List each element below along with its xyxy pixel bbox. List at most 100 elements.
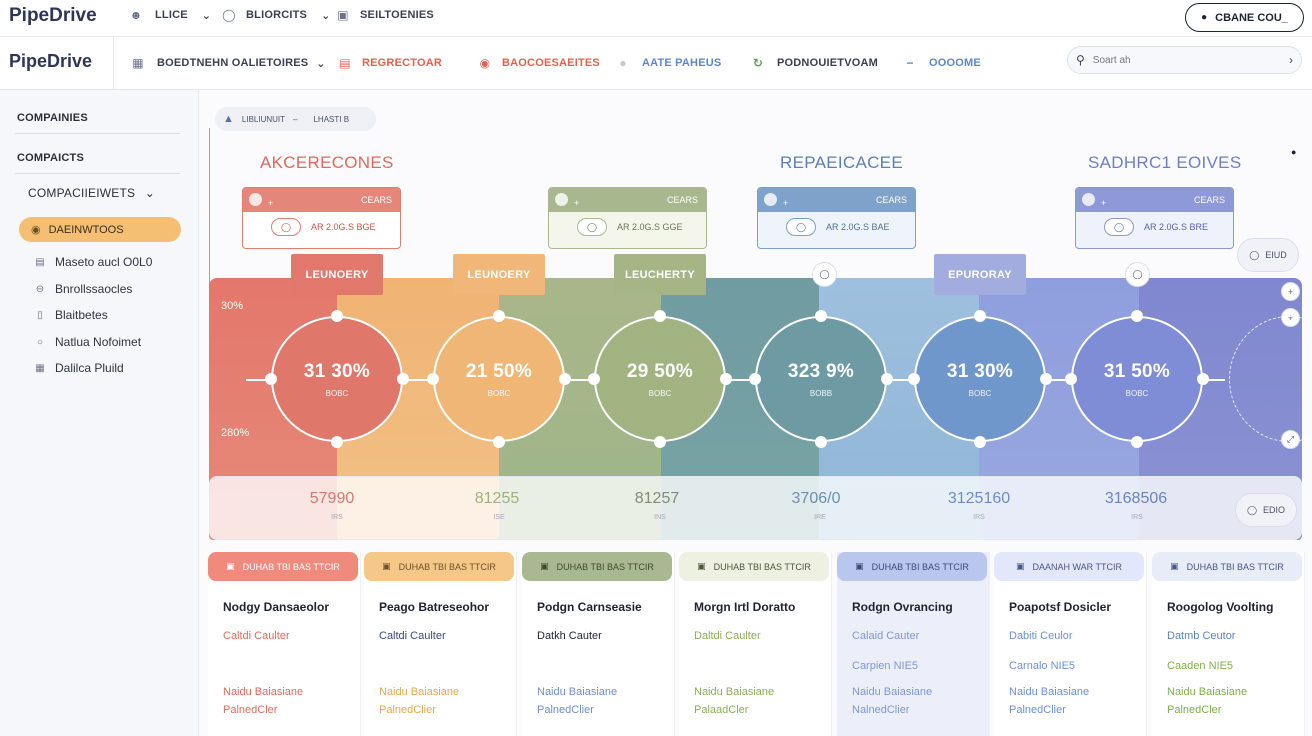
column-header[interactable]: ▣ DUHAB TBI BAS TTCIR xyxy=(208,552,358,581)
chip-bottom[interactable]: ◯ EDIO xyxy=(1235,493,1297,527)
column-contact-link[interactable]: Daltdi Caulter xyxy=(694,630,761,642)
column-person-link[interactable]: PalnedClier xyxy=(537,704,594,716)
search-bar[interactable]: ⚲ › xyxy=(1067,46,1302,74)
column-org-link[interactable]: Naidu Baiasiane xyxy=(223,686,304,698)
connector-line xyxy=(402,379,432,381)
stage-circle-3[interactable]: 29 50% BOBC xyxy=(594,316,726,442)
column-org-link[interactable]: Naidu Baiasiane xyxy=(694,686,775,698)
stage-circle-1[interactable]: 31 30% BOBC xyxy=(271,316,403,442)
stage-column[interactable]: ▣ DUHAB TBI BAS TTCIR Podgn Carnseasie Datk… xyxy=(522,552,675,736)
column-contact-link[interactable]: Caltdi Caulter xyxy=(223,630,290,642)
connector-line xyxy=(563,379,593,381)
column-header[interactable]: ▣ DUHAB TBI BAS TTCIR xyxy=(679,552,829,581)
header-nav-item-2[interactable]: ▤ REGRECTOAR xyxy=(338,56,442,70)
header-nav-label: OOOOME xyxy=(929,57,981,69)
stage-circle-4[interactable]: 323 9% BOBB xyxy=(755,316,887,442)
stage-column[interactable]: ▣ DUHAB TBI BAS TTCIR Peago Batreseohor Cal… xyxy=(364,552,517,736)
stage-column[interactable]: ▣ DUHAB TBI BAS TTCIR Morgn Irtl Doratto Da… xyxy=(679,552,832,736)
column-org-link[interactable]: Naidu Baiasiane xyxy=(379,686,460,698)
stage-column[interactable]: ▣ DUHAB TBI BAS TTCIR Nodgy Dansaeolor Calt… xyxy=(208,552,361,736)
column-contact-link[interactable]: Datmb Ceutor xyxy=(1167,630,1236,642)
sidebar-item-4[interactable]: ○ Natlua Nofoimet xyxy=(35,335,141,349)
column-org-link[interactable]: Naidu Baiasiane xyxy=(537,686,618,698)
stage-column[interactable]: ▣ DUHAB TBI BAS TTCIR Rodgn Ovrancing Calai… xyxy=(837,552,990,736)
sidebar-dropdown[interactable]: COMPACIIEIWETS ⌄ xyxy=(28,186,155,200)
toggle-icon[interactable]: ◯ xyxy=(271,218,301,236)
stage-circle-5[interactable]: 31 30% BOBC xyxy=(914,316,1046,442)
stage-column[interactable]: ▣ DAANAH WAR TTCIR Poapotsf Dosicler Dabiti… xyxy=(994,552,1147,736)
column-contact-link[interactable]: Dabiti Ceulor xyxy=(1009,630,1073,642)
topnav-item-2[interactable]: ◯ BLIORCITS ⌄ xyxy=(222,8,331,22)
column-secondary-link[interactable]: Carpien NIE5 xyxy=(852,660,919,672)
brand-logo[interactable]: PipeDrive xyxy=(9,5,97,26)
topnav-item-1[interactable]: ☻ LLICE ⌄ xyxy=(129,8,211,22)
toggle-icon[interactable]: ◯ xyxy=(786,218,816,236)
chevron-right-icon[interactable]: › xyxy=(1289,53,1293,67)
sidebar-item-5[interactable]: ▦ Dalilca Pluild xyxy=(35,361,123,375)
shield-icon[interactable]: ◯ xyxy=(812,262,837,287)
topnav-item-3[interactable]: ▣ SEILTOENIES xyxy=(336,8,434,22)
column-contact-link[interactable]: Datkh Cauter xyxy=(537,630,602,642)
pin-icon: ◉ xyxy=(479,56,491,70)
column-person-link[interactable]: PalaadCler xyxy=(694,704,749,716)
stage-tab-1[interactable]: LEUNOERY xyxy=(291,254,383,295)
mini-card-2[interactable]: + CEARS ◯ AR 2.0G.S GGE xyxy=(548,187,707,249)
sidebar-section-companies[interactable]: COMPAINIES xyxy=(17,112,88,124)
column-secondary-link[interactable]: Carnalo NIE5 xyxy=(1009,660,1076,672)
column-header[interactable]: ▣ DUHAB TBI BAS TTCIR xyxy=(1152,552,1302,581)
lightbulb-icon: ◯ xyxy=(222,8,236,22)
column-header[interactable]: ▣ DAANAH WAR TTCIR xyxy=(994,552,1144,581)
column-person-link[interactable]: PalnedCler xyxy=(223,704,278,716)
column-title: Roogolog Voolting xyxy=(1167,600,1274,614)
column-person-link[interactable]: NalnedClier xyxy=(852,704,910,716)
column-contact-link[interactable]: Caltdi Caulter xyxy=(379,630,446,642)
header-nav-item-6[interactable]: − OOOOME xyxy=(903,56,981,70)
sidebar-section-contacts[interactable]: COMPAICTS xyxy=(17,152,84,164)
brand-logo-secondary[interactable]: PipeDrive xyxy=(9,51,93,71)
header-nav-item-3[interactable]: ◉ BAOCOESAEITES xyxy=(478,56,600,70)
stage-tab-3[interactable]: LEUCHERTY xyxy=(614,254,706,295)
stage-circle-6[interactable]: 31 50% BOBC xyxy=(1071,316,1203,442)
column-header[interactable]: ▣ DUHAB TBI BAS TTCIR xyxy=(837,552,987,581)
header-nav-item-5[interactable]: ↻ PODNOUIETVOAM xyxy=(751,56,878,70)
toggle-icon[interactable]: ◯ xyxy=(577,218,607,236)
mini-card-header: CEARS xyxy=(360,195,392,205)
stage-circle-2[interactable]: 21 50% BOBC xyxy=(433,316,565,442)
circle-value: 21 50% xyxy=(465,360,533,382)
header-nav-item-4[interactable]: ● AATE PAHEUS xyxy=(616,56,721,70)
sidebar-item-1[interactable]: ▤ Maseto aucl O0L0 xyxy=(35,255,152,269)
column-org-link[interactable]: Naidu Baiasiane xyxy=(852,686,933,698)
corner-icon[interactable]: ● xyxy=(1291,147,1297,157)
column-contact-link[interactable]: Calaid Cauter xyxy=(852,630,920,642)
column-person-link[interactable]: PalnedClier xyxy=(379,704,436,716)
shield-icon[interactable]: ◯ xyxy=(1125,262,1150,287)
search-input[interactable] xyxy=(1092,54,1281,66)
stage-tab-2[interactable]: LEUNOERY xyxy=(453,254,545,295)
column-org-link[interactable]: Naidu Baiasiane xyxy=(1009,686,1090,698)
mini-card-3[interactable]: + CEARS ◯ AR 2.0G.S BAE xyxy=(757,187,916,249)
header-nav-item-1[interactable]: ▦ BOEDTNEHN OALIETOIRES ⌄ xyxy=(131,56,326,70)
sidebar-item-3[interactable]: ▯ Blaitbetes xyxy=(35,308,107,322)
column-person-link[interactable]: PalnedClier xyxy=(1009,704,1066,716)
column-secondary-link[interactable]: Caaden NIE5 xyxy=(1167,660,1234,672)
circle-sub: BOBC xyxy=(648,388,672,398)
stage-column[interactable]: ▣ DUHAB TBI BAS TTCIR Roogolog Voolting Dat… xyxy=(1152,552,1305,736)
plus-icon: + xyxy=(574,197,580,208)
sidebar-item-active[interactable]: ◉ DAEINWTOOS xyxy=(19,217,181,242)
mini-card-4[interactable]: + CEARS ◯ AR 2.0G.S BRE xyxy=(1075,187,1234,249)
column-org-link[interactable]: Naidu Baiasiane xyxy=(1167,686,1248,698)
stage-tab-4[interactable]: EPURORAY xyxy=(934,254,1026,295)
sidebar-item-2[interactable]: ⊖ Bnrollssaocles xyxy=(35,282,133,296)
create-button[interactable]: ● CBANE COU_ xyxy=(1185,3,1304,32)
toggle-icon[interactable]: ◯ xyxy=(1104,218,1134,236)
plus-icon[interactable]: + xyxy=(1281,282,1300,301)
filter-pill[interactable]: ▲ LIBLIUNUIT – LHASTI B xyxy=(215,107,376,131)
column-header[interactable]: ▣ DUHAB TBI BAS TTCIR xyxy=(364,552,514,581)
column-header[interactable]: ▣ DUHAB TBI BAS TTCIR xyxy=(522,552,672,581)
filter-right-label: LHASTI B xyxy=(313,114,350,124)
mini-card-1[interactable]: + CEARS ◯ AR 2.0G.S BGE xyxy=(242,187,401,249)
chip-top[interactable]: ◯ EIUD xyxy=(1237,238,1299,272)
column-person-link[interactable]: PalnedCler xyxy=(1167,704,1222,716)
sidebar-item-label: Maseto aucl O0L0 xyxy=(55,255,153,269)
plus-icon: + xyxy=(1101,197,1107,208)
